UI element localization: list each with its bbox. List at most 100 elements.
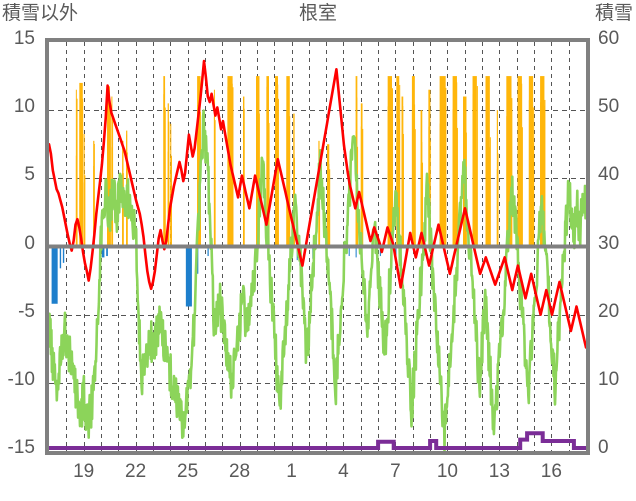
precip-bar-rain [170,123,172,247]
precip-bar-rain [528,76,534,247]
right-axis-title: 積雪 [594,3,633,24]
precip-bar-rain [243,96,245,247]
precip-bar-rain [75,89,77,247]
precip-bar-snow [62,246,65,263]
precip-bar-rain [544,99,546,247]
precip-bar-rain [396,76,400,247]
plot-area [45,38,590,455]
precip-bar-rain [387,76,392,247]
x-axis-tick-label: 28 [228,461,251,482]
precip-bar-rain [489,137,491,247]
left-axis-tick-label: -5 [18,300,35,322]
precip-bar-rain [414,129,416,247]
precip-bar-rain [327,144,330,247]
precip-bar-rain [232,87,234,247]
precip-bar-snow [355,246,357,258]
precip-bar-rain [213,89,215,247]
precip-bar-rain [391,88,393,247]
x-axis-tick-label: 25 [177,461,199,482]
precip-bar-rain [84,175,86,247]
precip-bar-rain [399,84,401,247]
x-axis-tick-label: 10 [436,461,458,482]
precip-bar-rain [76,98,78,247]
right-axis-tick-label: 50 [598,96,620,118]
right-axis-tick-label: 40 [598,164,620,186]
precip-bar-rain [533,107,535,247]
precip-bar-rain [517,76,522,247]
left-axis-tick-label: 5 [24,164,35,186]
precip-bar-rain [422,162,424,247]
x-axis-tick-label: 19 [73,461,95,482]
precip-bar-rain [163,76,166,247]
precip-bar-rain [506,76,512,247]
precip-bar-snow [59,246,62,269]
precip-bar-rain [111,96,113,247]
precip-bar-rain [496,110,499,247]
x-axis-tick-label: 7 [390,461,401,482]
precip-bar-snow [106,246,108,257]
x-axis-tick-label: 13 [488,461,510,482]
precip-bar-snow [101,246,105,258]
precip-bar-rain [109,104,111,247]
precip-bar-rain [439,76,446,247]
precip-bar-rain [107,86,110,247]
precip-bar-rain [277,98,279,247]
x-axis-tick-label: 1 [286,461,297,482]
precip-bar-rain [485,76,490,247]
precip-bar-rain [402,133,404,247]
precip-bar-rain [293,113,295,247]
precip-bar-rain [411,76,415,247]
left-axis-tick-label: 10 [13,96,35,118]
precip-bar-rain [511,98,513,247]
x-axis-tick-label: 22 [125,461,147,482]
precip-bar-rain [167,103,169,247]
precip-bar-rain [329,169,331,247]
precip-bar-rain [420,110,423,247]
left-axis-tick-label: 15 [13,28,35,49]
precip-bar-snow [207,246,209,257]
precip-bar-rain [286,76,290,247]
left-axis-tick-label: -15 [7,437,35,458]
series-line-green [49,109,586,451]
precip-bar-rain [428,89,431,247]
plot-inner [49,42,586,451]
series-line-red [49,59,586,349]
right-axis-tick-label: 20 [598,300,620,322]
precip-bar-snow [395,246,397,258]
chart-canvas [49,42,586,451]
precip-bar-rain [197,76,201,247]
precip-bar-rain [401,96,404,247]
left-axis-title: 積雪以外 [2,3,79,24]
precip-bar-rain [266,76,269,247]
precip-bar-rain [452,76,457,247]
series-line-snow-depth [49,431,586,450]
precip-bar-rain [164,107,166,247]
precip-bar-rain [268,122,270,247]
precip-bar-rain [456,127,458,247]
precip-bar-snow [51,246,58,304]
x-axis-tick-label: 16 [540,461,562,482]
precip-bar-rain [360,103,363,247]
x-axis-tick-label: 4 [338,461,349,482]
left-axis-tick-label: -10 [7,368,35,390]
chart-title: 根室 [298,3,337,24]
precip-bar-rain [497,153,499,247]
precip-bar-rain [362,128,364,247]
precip-bar-rain [79,82,83,247]
precip-bar-rain [93,143,95,247]
precip-bar-rain [83,134,85,247]
precip-bar-rain [540,76,545,247]
right-axis-tick-label: 10 [598,368,620,390]
precip-bar-rain [93,140,95,247]
right-axis-tick-label: 30 [598,232,620,254]
precip-bar-snow [185,246,192,307]
precip-bar-rain [521,127,523,247]
precip-bar-rain [214,120,216,247]
precip-bar-snow [197,246,199,274]
right-axis-tick-label: 60 [598,28,620,49]
precip-bar-rain [476,86,478,247]
precip-bar-rain [256,76,260,247]
precip-bar-rain [168,121,170,247]
left-axis-tick-label: 0 [24,232,35,254]
